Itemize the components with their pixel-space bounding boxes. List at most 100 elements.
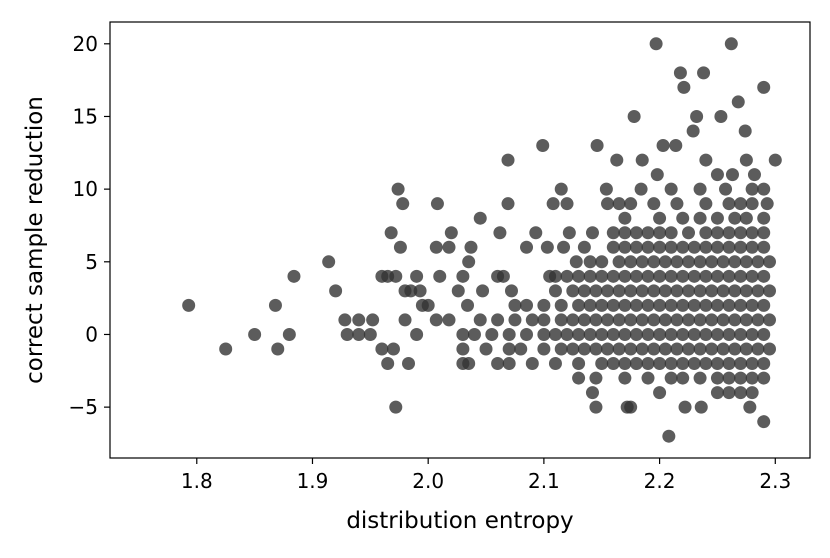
data-point [589, 313, 603, 327]
data-point [566, 313, 580, 327]
data-point [734, 357, 748, 371]
x-tick-label: 2.0 [412, 469, 444, 493]
data-point [664, 298, 678, 312]
data-point [722, 386, 736, 400]
data-point [618, 327, 632, 341]
data-point [768, 153, 782, 167]
data-point [739, 255, 753, 269]
data-point [601, 197, 615, 211]
data-point [658, 284, 672, 298]
data-point [664, 327, 678, 341]
data-point [676, 240, 690, 254]
data-point [731, 95, 745, 109]
data-point [693, 313, 707, 327]
y-tick-label: 15 [73, 104, 98, 128]
data-point [722, 269, 736, 283]
data-point [322, 255, 336, 269]
data-point [710, 211, 724, 225]
data-point [734, 371, 748, 385]
data-point [724, 37, 738, 51]
data-point [763, 342, 777, 356]
data-point [635, 342, 649, 356]
data-point [728, 211, 742, 225]
data-point [577, 313, 591, 327]
data-point [757, 211, 771, 225]
data-point [456, 342, 470, 356]
data-point [757, 80, 771, 94]
data-point [451, 284, 465, 298]
data-point [757, 182, 771, 196]
data-point [647, 313, 661, 327]
data-point [705, 284, 719, 298]
data-point [629, 269, 643, 283]
data-point [653, 211, 667, 225]
data-point [569, 255, 583, 269]
y-tick-label: 20 [73, 32, 98, 56]
data-point [658, 255, 672, 269]
data-point [583, 327, 597, 341]
data-point [745, 197, 759, 211]
data-point [589, 400, 603, 414]
data-point [514, 342, 528, 356]
data-point [612, 284, 626, 298]
data-point [658, 313, 672, 327]
data-point [504, 284, 518, 298]
data-point [548, 357, 562, 371]
data-point [699, 269, 713, 283]
data-point [714, 109, 728, 123]
data-point [705, 255, 719, 269]
data-point [560, 197, 574, 211]
data-point [705, 313, 719, 327]
data-point [182, 298, 196, 312]
data-point [670, 197, 684, 211]
data-point [722, 197, 736, 211]
data-point [548, 327, 562, 341]
data-point [670, 313, 684, 327]
data-point [664, 240, 678, 254]
data-point [433, 269, 447, 283]
data-point [699, 240, 713, 254]
data-point [384, 226, 398, 240]
data-point [693, 211, 707, 225]
data-point [669, 139, 683, 153]
data-point [629, 240, 643, 254]
data-point [540, 240, 554, 254]
data-point [745, 386, 759, 400]
data-point [710, 327, 724, 341]
points-layer [182, 37, 782, 443]
data-point [546, 197, 560, 211]
data-point [381, 357, 395, 371]
data-point [760, 197, 774, 211]
data-point [739, 211, 753, 225]
data-point [635, 313, 649, 327]
data-point [627, 109, 641, 123]
data-point [595, 269, 609, 283]
y-tick-label: 10 [73, 177, 98, 201]
data-point [577, 284, 591, 298]
data-point [618, 357, 632, 371]
data-point [722, 357, 736, 371]
data-point [664, 269, 678, 283]
data-point [501, 197, 515, 211]
data-point [583, 269, 597, 283]
data-point [473, 313, 487, 327]
data-point [366, 313, 380, 327]
data-point [710, 298, 724, 312]
data-point [653, 240, 667, 254]
data-point [664, 357, 678, 371]
data-point [606, 240, 620, 254]
data-point [473, 211, 487, 225]
x-tick-label: 2.1 [528, 469, 560, 493]
data-point [589, 371, 603, 385]
data-point [590, 139, 604, 153]
data-point [624, 313, 638, 327]
data-point [739, 153, 753, 167]
y-tick-label: 5 [85, 250, 98, 274]
data-point [618, 371, 632, 385]
y-tick-label: −5 [69, 395, 98, 419]
data-point [635, 153, 649, 167]
data-point [745, 357, 759, 371]
data-point [739, 313, 753, 327]
data-point [577, 240, 591, 254]
data-point [751, 255, 765, 269]
